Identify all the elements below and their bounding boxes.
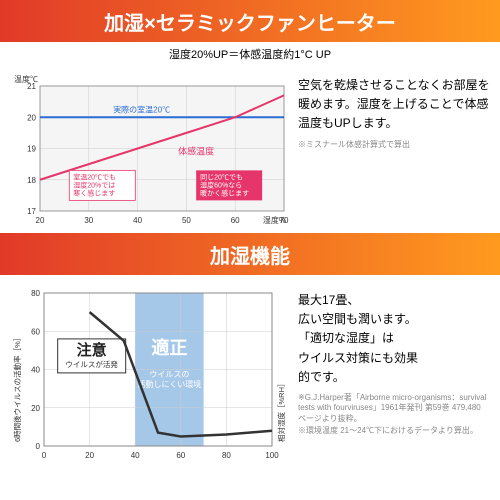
svg-text:ウイルスが活発: ウイルスが活発 — [65, 359, 118, 369]
subtitle-1: 湿度20%UP＝体感温度約1°C UP — [0, 46, 500, 62]
svg-text:60: 60 — [31, 327, 40, 336]
svg-text:40: 40 — [31, 366, 40, 375]
section-2: 0 20 40 60 80 100 0 20 40 60 80 6時間後ウイルスの活動率［%］ 相対湿度… — [0, 275, 500, 468]
banner-heater: 加湿×セラミックファンヒーター — [0, 0, 500, 42]
svg-text:30: 30 — [84, 216, 93, 225]
svg-text:100: 100 — [265, 451, 279, 460]
note-2b: ※環境温度 21～24℃下におけるデータより算出。 — [298, 426, 490, 436]
svg-text:60: 60 — [176, 451, 185, 460]
svg-text:同じ20℃でも湿度60%なら暖かく感じます: 同じ20℃でも湿度60%なら暖かく感じます — [200, 173, 249, 197]
svg-text:室温20℃でも湿度20%では寒く感じます: 室温20℃でも湿度20%では寒く感じます — [73, 172, 116, 197]
svg-text:40: 40 — [133, 216, 142, 225]
note-1: ※ミスナール体感計算式で算出 — [298, 140, 490, 150]
chart-feels-like: 2030405060701718192021温度℃湿度%実際の室温20℃体感温度… — [10, 72, 290, 227]
note-2a: ※G.J.Harper著「Airborne micro-organisms：su… — [298, 393, 490, 424]
svg-text:18: 18 — [27, 176, 36, 185]
svg-text:6時間後ウイルスの活動率［%］: 6時間後ウイルスの活動率［%］ — [12, 334, 22, 442]
section-1: 2030405060701718192021温度℃湿度%実際の室温20℃体感温度… — [0, 64, 500, 233]
text-2: 最大17畳、 広い空間も潤います。 「適切な湿度」は ウイルス対策にも効果 的で… — [298, 287, 490, 462]
body-1: 空気を乾燥させることなくお部屋を暖めます。湿度を上げることで体感温度もUPします… — [298, 76, 490, 134]
svg-text:温度℃: 温度℃ — [14, 74, 38, 84]
svg-text:20: 20 — [85, 451, 94, 460]
svg-text:体感温度: 体感温度 — [178, 145, 214, 156]
svg-text:0: 0 — [42, 451, 47, 460]
banner-heater-text: 加湿×セラミックファンヒーター — [104, 7, 396, 36]
svg-text:50: 50 — [182, 216, 191, 225]
banner-humidify: 加湿機能 — [0, 233, 500, 275]
svg-text:20: 20 — [36, 216, 45, 225]
body-2: 最大17畳、 広い空間も潤います。 「適切な湿度」は ウイルス対策にも効果 的で… — [298, 291, 490, 387]
svg-text:注意: 注意 — [77, 341, 107, 359]
svg-text:20: 20 — [27, 113, 36, 122]
svg-text:80: 80 — [31, 289, 40, 298]
svg-text:40: 40 — [131, 451, 140, 460]
svg-text:17: 17 — [27, 207, 36, 216]
banner-humidify-text: 加湿機能 — [210, 240, 290, 269]
svg-text:実際の室温20℃: 実際の室温20℃ — [113, 104, 170, 114]
svg-text:80: 80 — [222, 451, 231, 460]
svg-text:20: 20 — [31, 404, 40, 413]
text-1: 空気を乾燥させることなくお部屋を暖めます。湿度を上げることで体感温度もUPします… — [298, 72, 490, 227]
svg-text:19: 19 — [27, 145, 36, 154]
svg-text:60: 60 — [231, 216, 240, 225]
chart-virus: 0 20 40 60 80 100 0 20 40 60 80 6時間後ウイルスの活動率［%］ 相対湿度… — [10, 287, 290, 462]
svg-text:適正: 適正 — [151, 337, 187, 358]
svg-text:湿度%: 湿度% — [263, 215, 286, 225]
svg-text:相対湿度［%RH］: 相対湿度［%RH］ — [276, 379, 286, 442]
svg-text:0: 0 — [36, 442, 41, 451]
